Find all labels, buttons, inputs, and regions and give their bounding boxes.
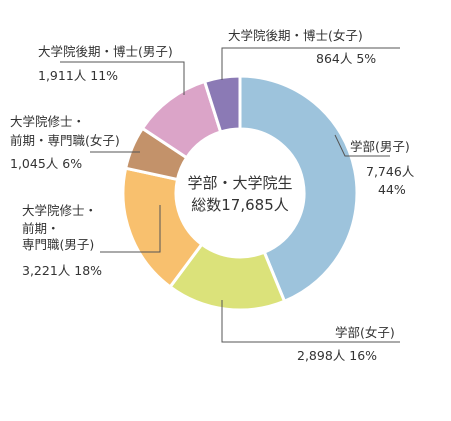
label-s3-line1: 大学院修士・ (10, 114, 85, 129)
label-s2-line1: 大学院修士・ (22, 203, 97, 218)
label-s2-line3: 専門職(男子) (22, 237, 94, 252)
label-s4-value: 1,911人 11% (38, 68, 118, 83)
label-s1-name: 学部(女子) (335, 325, 395, 340)
label-s5-value: 864人 5% (316, 51, 376, 66)
leader-line-s4 (60, 61, 185, 95)
center-title: 学部・大学院生 (187, 174, 292, 192)
leader-line-s5 (221, 47, 400, 80)
center-total: 総数17,685人 (191, 196, 289, 214)
label-s3-line2: 前期・専門職(女子) (10, 133, 120, 148)
label-s4-name: 大学院後期・博士(男子) (38, 44, 173, 59)
label-s3-value: 1,045人 6% (10, 156, 82, 171)
donut-slice-0 (238, 74, 359, 304)
label-s1-value: 2,898人 16% (297, 348, 377, 363)
label-s5-name: 大学院後期・博士(女子) (228, 28, 363, 43)
label-s0-value: 7,746人 (366, 164, 415, 179)
leader-lines (60, 47, 400, 343)
donut-slices (121, 74, 359, 312)
label-s2-value: 3,221人 18% (22, 263, 102, 278)
label-s0-percent: 44% (378, 182, 406, 197)
leader-line-s0 (334, 134, 390, 157)
leader-line-s2 (100, 205, 161, 253)
donut-slice-5 (202, 74, 242, 134)
label-s0-name: 学部(男子) (350, 139, 410, 154)
leader-line-s1 (221, 300, 400, 343)
label-s2-line2: 前期・ (22, 221, 60, 236)
